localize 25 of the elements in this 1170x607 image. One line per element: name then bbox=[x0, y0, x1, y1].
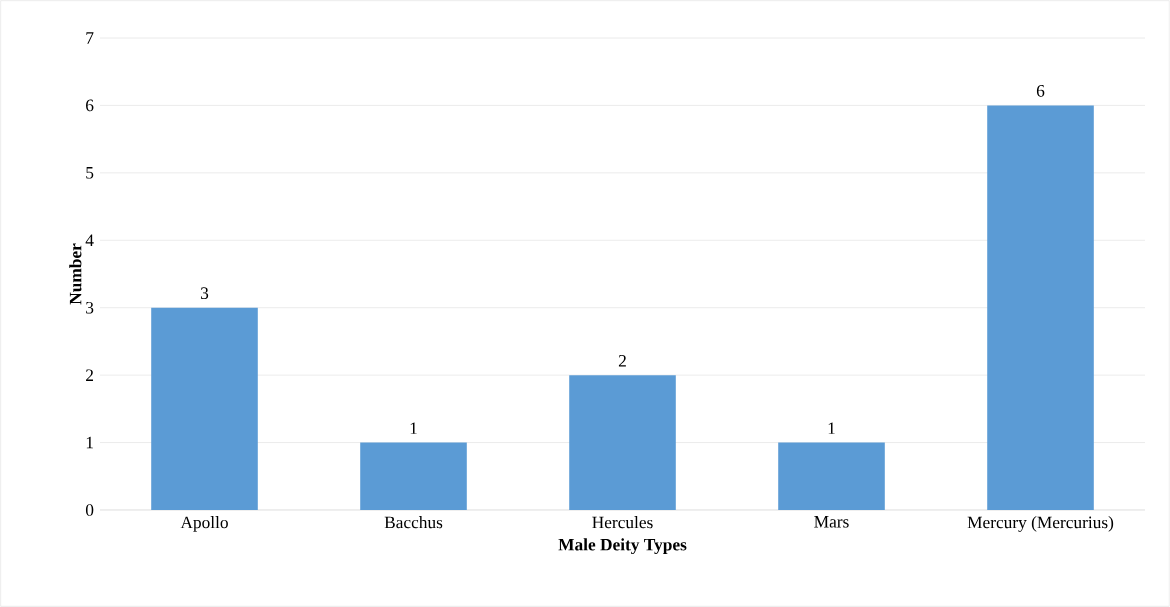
x-tick-label: Mars bbox=[814, 516, 849, 528]
x-tick-label: Mercury (Mercurius) bbox=[967, 516, 1114, 532]
x-tick-label: Apollo bbox=[180, 516, 228, 532]
bar bbox=[987, 105, 1094, 510]
y-tick-label: 1 bbox=[86, 436, 93, 449]
y-tick-label: 2 bbox=[86, 369, 94, 381]
bar bbox=[360, 442, 467, 510]
bar bbox=[569, 375, 676, 510]
data-label: 6 bbox=[1036, 85, 1045, 97]
y-tick-label: 0 bbox=[85, 504, 94, 516]
x-tick-label: Bacchus bbox=[384, 516, 443, 529]
data-label: 1 bbox=[410, 422, 417, 434]
y-tick-label: 4 bbox=[85, 234, 94, 246]
bar bbox=[778, 442, 885, 510]
bar bbox=[151, 307, 258, 510]
y-tick-label: 5 bbox=[86, 167, 94, 179]
data-label: 1 bbox=[828, 422, 835, 434]
y-tick-label: 7 bbox=[86, 32, 94, 44]
data-label: 2 bbox=[618, 354, 626, 367]
y-tick-label: 3 bbox=[86, 301, 94, 314]
data-label: 3 bbox=[201, 287, 209, 299]
y-axis-title: Number bbox=[69, 243, 82, 305]
x-axis-title: Male Deity Types bbox=[558, 538, 687, 555]
y-tick-label: 6 bbox=[86, 99, 94, 112]
x-tick-label: Hercules bbox=[592, 516, 653, 529]
